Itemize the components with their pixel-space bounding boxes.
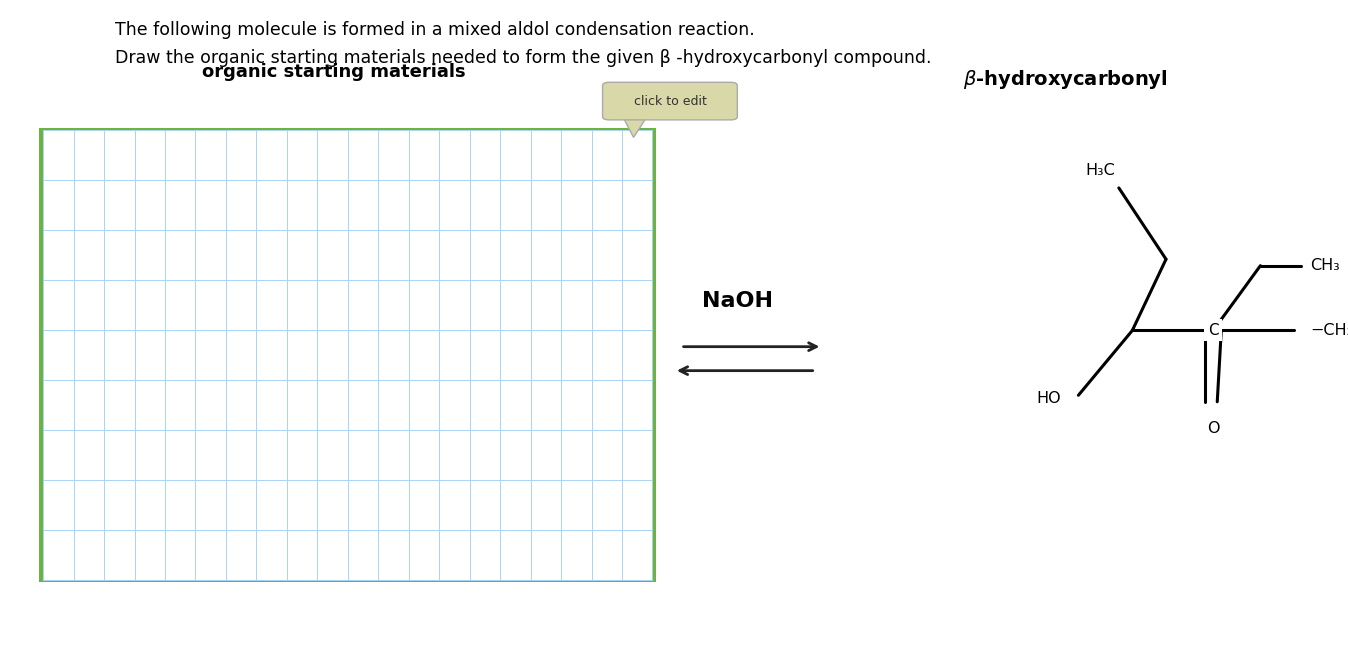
Text: O: O — [1206, 421, 1220, 436]
Bar — [43, 130, 652, 580]
Text: The following molecule is formed in a mixed aldol condensation reaction.: The following molecule is formed in a mi… — [115, 21, 755, 39]
Text: click to edit: click to edit — [634, 95, 706, 108]
Polygon shape — [623, 117, 647, 137]
Text: H₃C: H₃C — [1085, 163, 1115, 178]
Text: organic starting materials: organic starting materials — [202, 63, 466, 81]
Text: HO: HO — [1037, 391, 1061, 406]
Text: C: C — [1208, 323, 1219, 338]
FancyBboxPatch shape — [603, 82, 737, 120]
Text: −CH₃: −CH₃ — [1310, 323, 1348, 338]
Text: CH₃: CH₃ — [1310, 258, 1340, 273]
Bar — [39, 128, 656, 582]
Text: Draw the organic starting materials needed to form the given β -hydroxycarbonyl : Draw the organic starting materials need… — [115, 49, 931, 67]
Text: NaOH: NaOH — [702, 292, 772, 311]
Text: $\mathit{\beta}$-hydroxycarbonyl: $\mathit{\beta}$-hydroxycarbonyl — [962, 68, 1167, 91]
